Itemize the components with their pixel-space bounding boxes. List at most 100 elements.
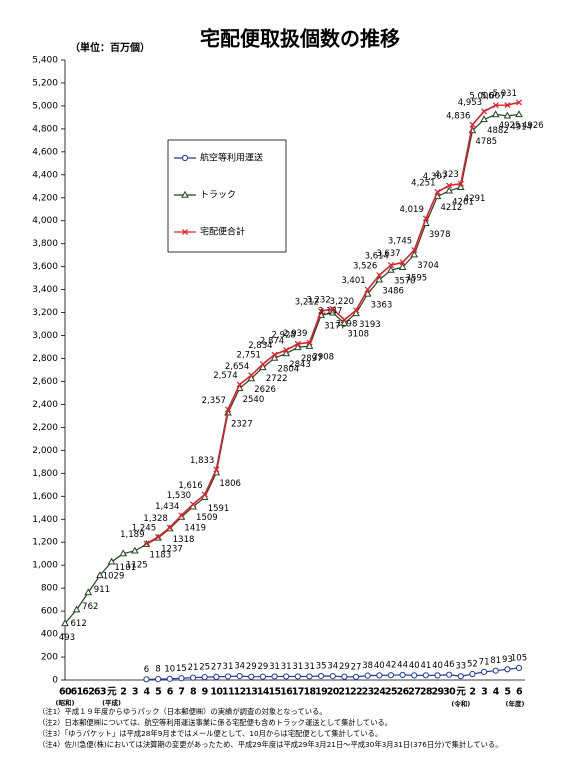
point bbox=[328, 308, 337, 316]
data-label: 1,189 bbox=[120, 530, 144, 540]
y-tick-label: 1,800 bbox=[32, 469, 58, 479]
point bbox=[306, 339, 313, 346]
note: （注4）佐川急便(株)においては決算期の変更があったため、平成29年度は平成29… bbox=[38, 740, 503, 749]
data-label: 3,526 bbox=[353, 262, 377, 272]
point bbox=[72, 605, 81, 613]
note: （注3）「ゆうパケット」は平成28年9月まではメール便として、10月からは宅配便… bbox=[38, 729, 382, 738]
legend-marker bbox=[181, 154, 189, 162]
data-label: 4882 bbox=[487, 126, 509, 136]
data-label: 4291 bbox=[464, 194, 486, 204]
point bbox=[422, 672, 429, 679]
point bbox=[387, 265, 395, 273]
series-line bbox=[64, 113, 520, 624]
data-label: 3177 bbox=[324, 322, 346, 332]
y-tick-label: 800 bbox=[41, 584, 58, 594]
point bbox=[96, 571, 104, 579]
data-label: 4914 bbox=[510, 122, 532, 132]
point bbox=[469, 670, 476, 678]
point bbox=[248, 673, 255, 680]
point bbox=[189, 674, 197, 681]
data-label: 4,836 bbox=[446, 111, 470, 121]
point bbox=[236, 381, 243, 388]
x-tick-label: 11 bbox=[222, 687, 234, 698]
y-tick-label: 2,000 bbox=[32, 446, 58, 456]
point bbox=[318, 672, 325, 680]
point bbox=[352, 309, 360, 317]
data-label: 2908 bbox=[312, 353, 334, 363]
data-label: 1125 bbox=[126, 560, 148, 570]
point bbox=[352, 673, 360, 681]
y-tick-label: 200 bbox=[41, 653, 58, 663]
data-label: 2540 bbox=[243, 395, 265, 405]
point bbox=[446, 671, 453, 678]
data-label: 762 bbox=[82, 602, 98, 612]
point bbox=[503, 111, 512, 119]
y-tick-label: 600 bbox=[41, 607, 58, 617]
data-label: 5,031 bbox=[493, 89, 517, 99]
y-tick-label: 4,800 bbox=[32, 124, 58, 134]
x-tick-label: 14 bbox=[257, 687, 270, 698]
data-label: 29 bbox=[339, 662, 350, 672]
x-tick-label: 63 bbox=[94, 687, 106, 698]
x-tick-label: 7 bbox=[178, 687, 184, 698]
y-tick-label: 1,200 bbox=[32, 538, 58, 548]
data-label: 25 bbox=[199, 663, 210, 673]
legend-label: 宅配便合計 bbox=[200, 226, 245, 238]
point bbox=[329, 672, 336, 680]
legend-marker bbox=[181, 228, 189, 236]
x-tick-label: 3 bbox=[132, 687, 138, 698]
data-label: 2,751 bbox=[237, 351, 261, 361]
x-tick-label: 18 bbox=[303, 687, 316, 698]
data-label: 31 bbox=[281, 662, 292, 672]
unit-label: （単位：百万個） bbox=[70, 41, 150, 54]
x-tick-label: 19 bbox=[315, 687, 327, 698]
data-label: 3570 bbox=[394, 277, 416, 287]
point bbox=[492, 102, 499, 109]
point bbox=[504, 666, 511, 673]
data-label: 105 bbox=[511, 653, 527, 663]
point bbox=[376, 672, 383, 679]
y-tick-label: 5,000 bbox=[32, 101, 58, 111]
y-tick-label: 1,600 bbox=[32, 492, 58, 502]
data-label: 2,357 bbox=[202, 396, 226, 406]
y-tick-label: 5,400 bbox=[32, 56, 58, 66]
point bbox=[341, 316, 348, 323]
point bbox=[504, 102, 511, 109]
x-tick-label: 61 bbox=[71, 687, 83, 698]
data-label: 31 bbox=[304, 662, 315, 672]
legend-label: トラック bbox=[200, 190, 236, 201]
legend-marker bbox=[181, 190, 189, 198]
data-label: 3595 bbox=[406, 274, 428, 284]
data-label: 2626 bbox=[254, 385, 276, 395]
era-label: (平成) bbox=[102, 698, 121, 707]
data-label: 6 bbox=[144, 665, 149, 675]
point bbox=[247, 374, 256, 382]
point bbox=[411, 246, 418, 254]
point bbox=[271, 673, 278, 680]
data-label: 1,434 bbox=[155, 502, 179, 512]
y-tick-label: 5,200 bbox=[32, 78, 58, 88]
point bbox=[283, 346, 290, 354]
x-tick-label: 3 bbox=[481, 687, 487, 698]
data-label: 2,654 bbox=[225, 362, 249, 372]
data-label: 33 bbox=[455, 662, 466, 672]
y-tick-label: 3,600 bbox=[32, 262, 58, 272]
data-label: 27 bbox=[351, 662, 362, 672]
point bbox=[422, 215, 429, 222]
data-label: 40 bbox=[374, 661, 385, 671]
point bbox=[353, 307, 360, 314]
data-label: 1,616 bbox=[178, 481, 202, 491]
data-label: 4925 bbox=[499, 121, 521, 131]
data-label: 612 bbox=[71, 619, 87, 629]
y-tick-label: 0 bbox=[52, 676, 58, 686]
point bbox=[224, 673, 232, 680]
data-label: 3978 bbox=[429, 230, 451, 240]
data-label: 4,953 bbox=[458, 98, 482, 108]
data-label: 38 bbox=[362, 661, 373, 671]
data-label: 4,251 bbox=[411, 178, 435, 188]
x-tick-label: 2 bbox=[120, 687, 126, 698]
point bbox=[107, 557, 116, 565]
data-label: 4212 bbox=[441, 203, 463, 213]
y-tick-label: 4,000 bbox=[32, 216, 58, 226]
x-tick-label: 10 bbox=[210, 687, 223, 698]
